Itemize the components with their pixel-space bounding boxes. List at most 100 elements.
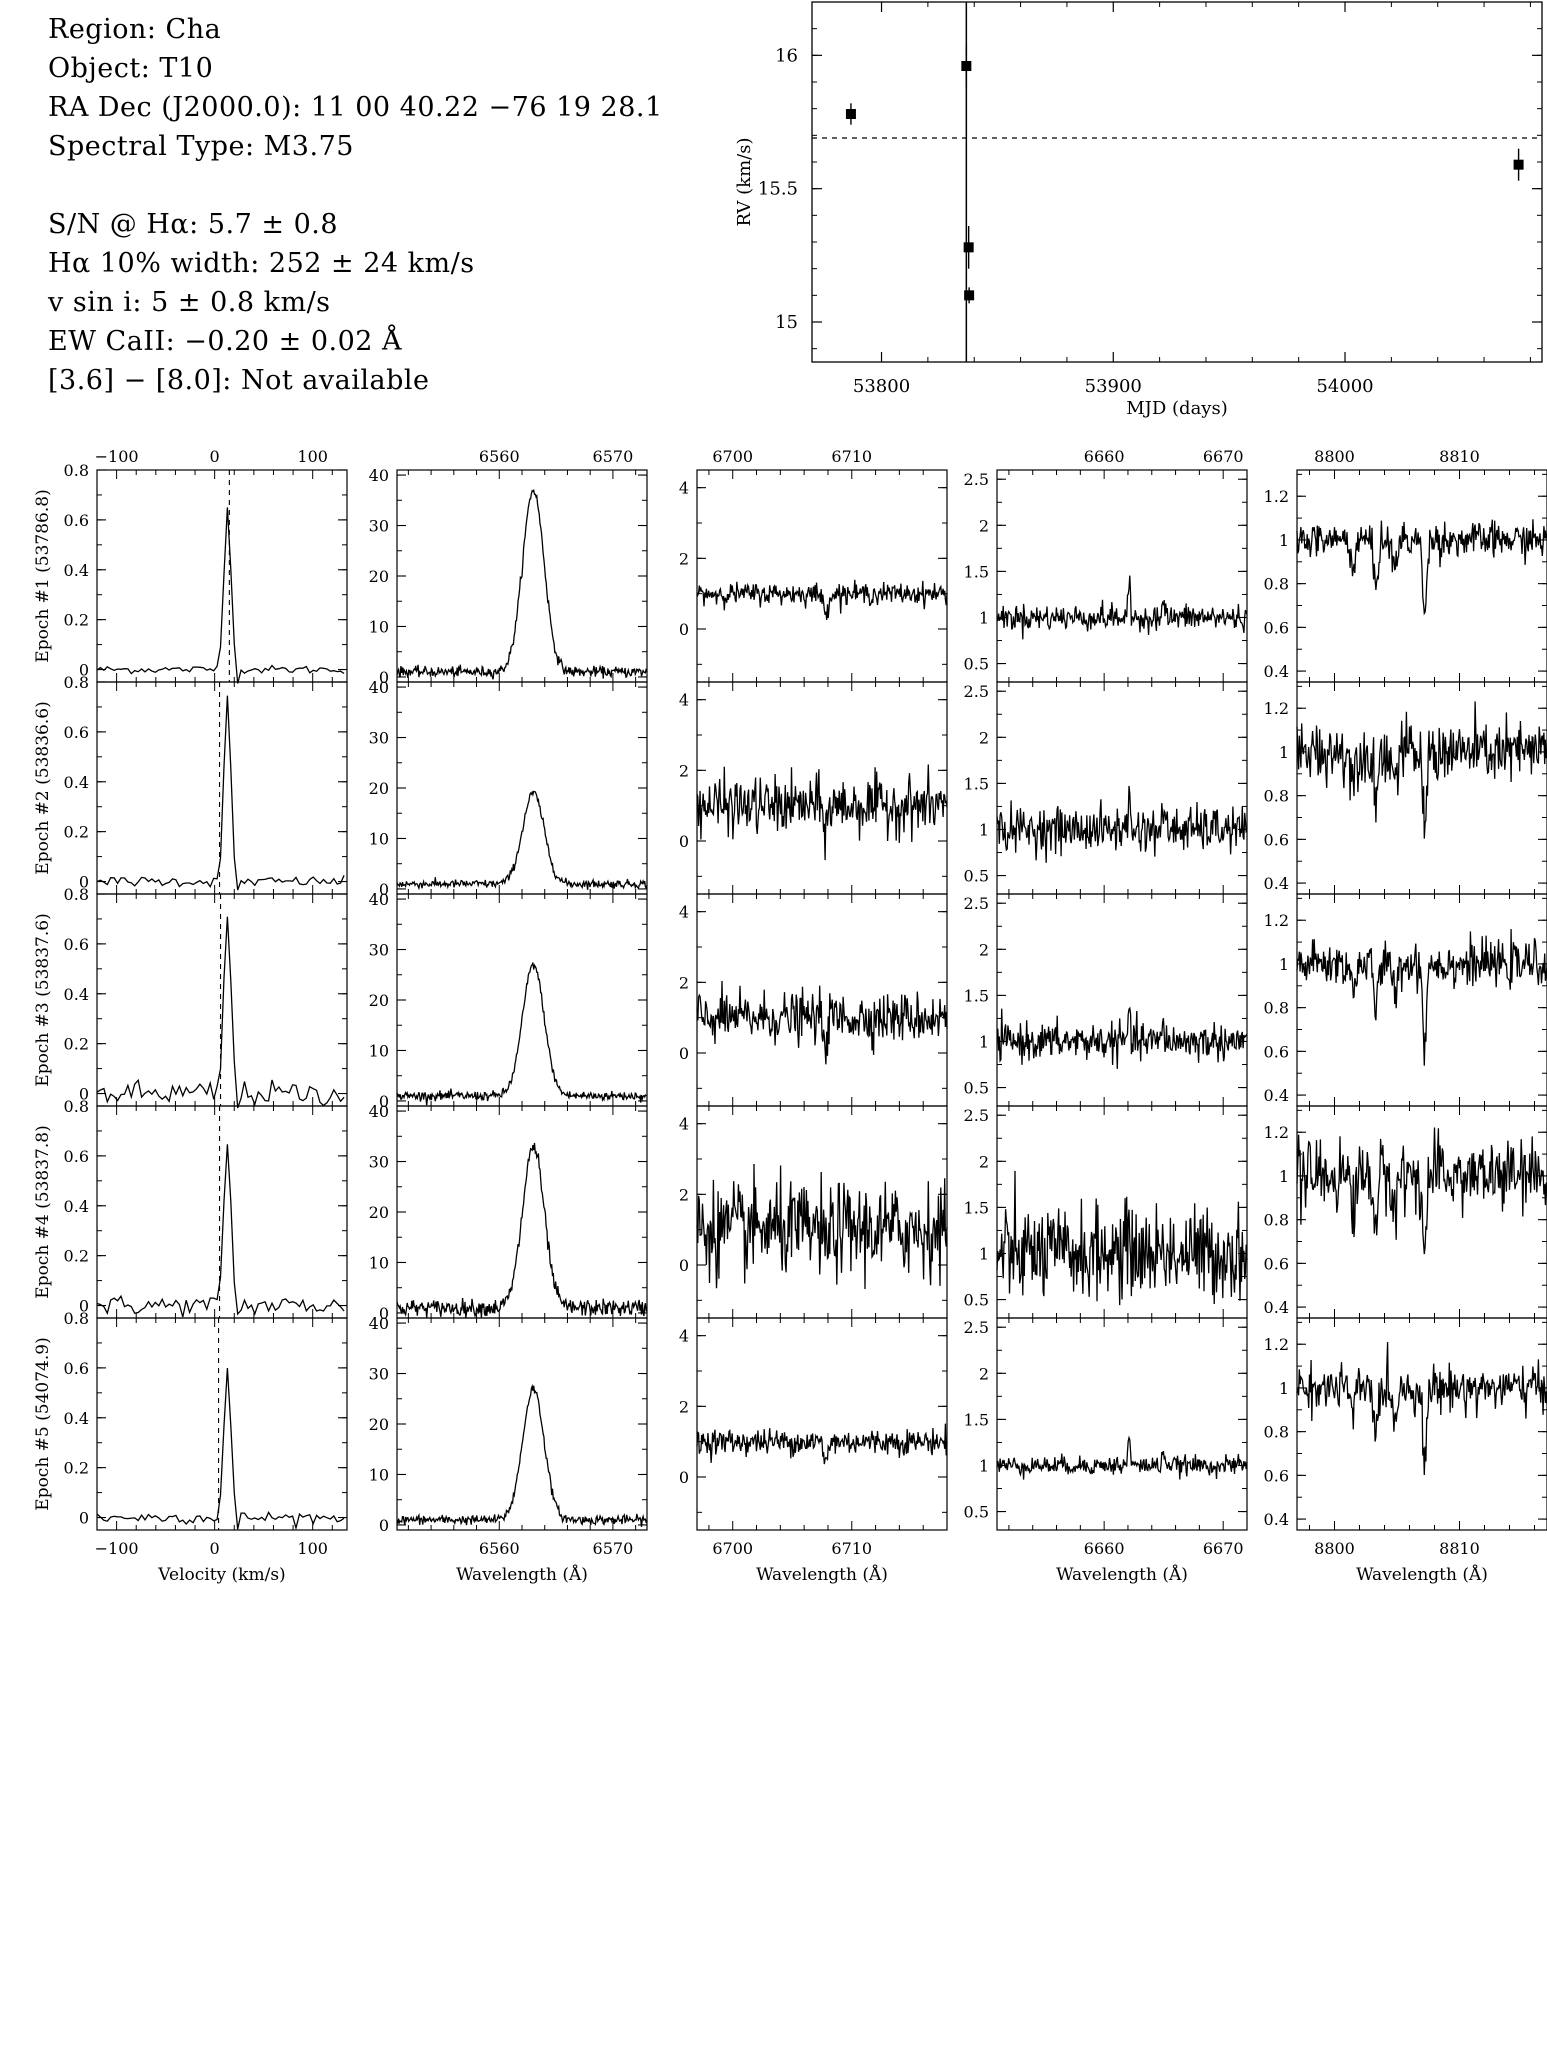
panel-ytick-label: 0.6 bbox=[64, 1147, 89, 1166]
panel-ytick-label: 0 bbox=[679, 1468, 689, 1487]
panel-spectrum-line bbox=[396, 962, 648, 1106]
panel-ytick-label: 2 bbox=[679, 549, 689, 568]
panel-ytick-label: 0.6 bbox=[1264, 1254, 1289, 1273]
panel-ytick-label: 2 bbox=[979, 940, 989, 959]
panel-ytick-label: 0.8 bbox=[64, 1097, 89, 1116]
panel-c1-r3: 0 10 20 30 40 bbox=[369, 1102, 648, 1323]
panel-frame bbox=[96, 469, 348, 683]
info-object: Object: T10 bbox=[48, 53, 214, 84]
panel-ytick-label: 0.6 bbox=[64, 935, 89, 954]
epoch-label: Epoch #4 (53837.8) bbox=[33, 1125, 53, 1298]
panel-ytick-label: 0.8 bbox=[1264, 1423, 1289, 1442]
rv-point bbox=[1513, 159, 1524, 170]
panel-ytick-label: 1.2 bbox=[1264, 699, 1289, 718]
panel-ytick-label: 30 bbox=[369, 941, 389, 960]
panel-ytick-label: 4 bbox=[679, 903, 689, 922]
panel-c1-r0: 0 10 20 30 40 bbox=[369, 466, 648, 687]
panel-ytick-label: 0 bbox=[379, 668, 389, 687]
panel-ytick-label: 0 bbox=[679, 1256, 689, 1275]
panel-ytick-label: 2 bbox=[979, 516, 989, 535]
rv-xtick-label: 53900 bbox=[1085, 376, 1142, 397]
panel-ytick-label: 0.8 bbox=[64, 885, 89, 904]
panel-ytick-label: 0 bbox=[79, 661, 89, 680]
panel-ytick-label: 1.5 bbox=[964, 986, 989, 1005]
panel-spectrum-line bbox=[1296, 701, 1547, 839]
panel-c2-r2: 0 2 4 bbox=[679, 893, 948, 1107]
panel-ytick-label: 4 bbox=[679, 479, 689, 498]
rv-ytick-label: 15.5 bbox=[758, 179, 798, 200]
panel-ytick-label: 40 bbox=[369, 678, 389, 697]
panel-ytick-label: 0.6 bbox=[1264, 830, 1289, 849]
epoch-label: Epoch #2 (53836.6) bbox=[33, 701, 53, 874]
panel-ytick-label: 40 bbox=[369, 1102, 389, 1121]
panel-ytick-label: 1 bbox=[979, 1244, 989, 1263]
panel-bottom-xtick-label: 8800 bbox=[1314, 1539, 1355, 1558]
panel-bottom-xtick-label: 6660 bbox=[1084, 1539, 1125, 1558]
panel-ytick-label: 1 bbox=[979, 608, 989, 627]
panel-ytick-label: 0.8 bbox=[64, 673, 89, 692]
panel-c1-r1: 0 10 20 30 40 bbox=[369, 678, 648, 899]
rv-ytick-label: 16 bbox=[775, 45, 798, 66]
panel-ytick-label: 1 bbox=[1279, 1167, 1289, 1186]
panel-ytick-label: 1.2 bbox=[1264, 911, 1289, 930]
panel-ytick-label: 30 bbox=[369, 729, 389, 748]
rv-point bbox=[964, 290, 975, 301]
panel-ytick-label: 0.4 bbox=[64, 773, 89, 792]
info-spacer bbox=[48, 166, 748, 205]
panel-spectrum-line bbox=[1296, 1341, 1547, 1476]
rv-point bbox=[963, 242, 974, 253]
panel-spectrum-line bbox=[996, 785, 1248, 863]
panel-ytick-label: 0.2 bbox=[64, 1247, 89, 1266]
panel-frame bbox=[396, 893, 648, 1107]
panel-c1-r2: 0 10 20 30 40 bbox=[369, 890, 648, 1111]
panel-ytick-label: 20 bbox=[369, 1415, 389, 1434]
rv-xlabel: MJD (days) bbox=[1126, 398, 1228, 419]
panel-spectrum-line bbox=[96, 1367, 345, 1531]
panel-ytick-label: 2 bbox=[979, 1364, 989, 1383]
panel-ytick-label: 40 bbox=[369, 466, 389, 485]
panel-ytick-label: 0.8 bbox=[64, 1309, 89, 1328]
panel-top-xtick-label: 6660 bbox=[1084, 447, 1125, 466]
panel-ytick-label: 2.5 bbox=[964, 1106, 989, 1125]
panel-ytick-label: 0.4 bbox=[1264, 1510, 1289, 1529]
panel-spectrum-line bbox=[996, 1170, 1248, 1306]
panel-spectrum-line bbox=[996, 575, 1248, 640]
panel-ytick-label: 0 bbox=[79, 873, 89, 892]
panel-frame bbox=[996, 681, 1248, 895]
panel-ytick-label: 4 bbox=[679, 1327, 689, 1346]
panel-spectrum-line bbox=[696, 579, 948, 620]
panel-c0-r3: 0 0.2 0.4 0.6 0.8 Epoch #4 (53837.8) bbox=[33, 1097, 348, 1319]
panel-ytick-label: 20 bbox=[369, 779, 389, 798]
panel-c1-r4: 0 10 20 30 40 bbox=[369, 1314, 648, 1535]
panel-ytick-label: 2 bbox=[679, 761, 689, 780]
panel-ytick-label: 0.6 bbox=[1264, 618, 1289, 637]
panel-ytick-label: 10 bbox=[369, 1253, 389, 1272]
panel-frame bbox=[696, 681, 948, 895]
panel-c0-r1: 0 0.2 0.4 0.6 0.8 Epoch #2 (53836.6) bbox=[33, 673, 348, 895]
info-ra-dec: RA Dec (J2000.0): 11 00 40.22 −76 19 28.… bbox=[48, 92, 663, 123]
panel-ytick-label: 1 bbox=[979, 1032, 989, 1051]
panel-ytick-label: 0.5 bbox=[964, 655, 989, 674]
panel-ytick-label: 0 bbox=[79, 1297, 89, 1316]
info-sn: S/N @ Hα: 5.7 ± 0.8 bbox=[48, 209, 339, 240]
panel-ytick-label: 0 bbox=[679, 1044, 689, 1063]
panel-frame bbox=[696, 893, 948, 1107]
panel-spectrum-line bbox=[996, 1006, 1248, 1069]
info-spectral-type: Spectral Type: M3.75 bbox=[48, 131, 354, 162]
panel-ytick-label: 0.4 bbox=[1264, 874, 1289, 893]
panel-top-xtick-label: 6570 bbox=[593, 447, 634, 466]
panel-ytick-label: 1.5 bbox=[964, 1410, 989, 1429]
epoch-label: Epoch #3 (53837.6) bbox=[33, 913, 53, 1086]
panel-top-xtick-label: 100 bbox=[297, 447, 328, 466]
panel-ytick-label: 1.5 bbox=[964, 562, 989, 581]
panel-ytick-label: 2.5 bbox=[964, 1318, 989, 1337]
panel-c4-r3: 0.4 0.6 0.8 1 1.2 bbox=[1264, 1105, 1547, 1319]
panel-ytick-label: 0 bbox=[379, 1092, 389, 1111]
panel-ytick-label: 40 bbox=[369, 1314, 389, 1333]
panel-c4-r4: 0.4 0.6 0.8 1 1.2 bbox=[1264, 1317, 1547, 1531]
panel-spectrum-line bbox=[1296, 519, 1547, 616]
panel-xlabel: Wavelength (Å) bbox=[1056, 1564, 1188, 1585]
panel-c4-r2: 0.4 0.6 0.8 1 1.2 bbox=[1264, 893, 1547, 1107]
panel-ytick-label: 10 bbox=[369, 617, 389, 636]
panel-ytick-label: 0.2 bbox=[64, 823, 89, 842]
